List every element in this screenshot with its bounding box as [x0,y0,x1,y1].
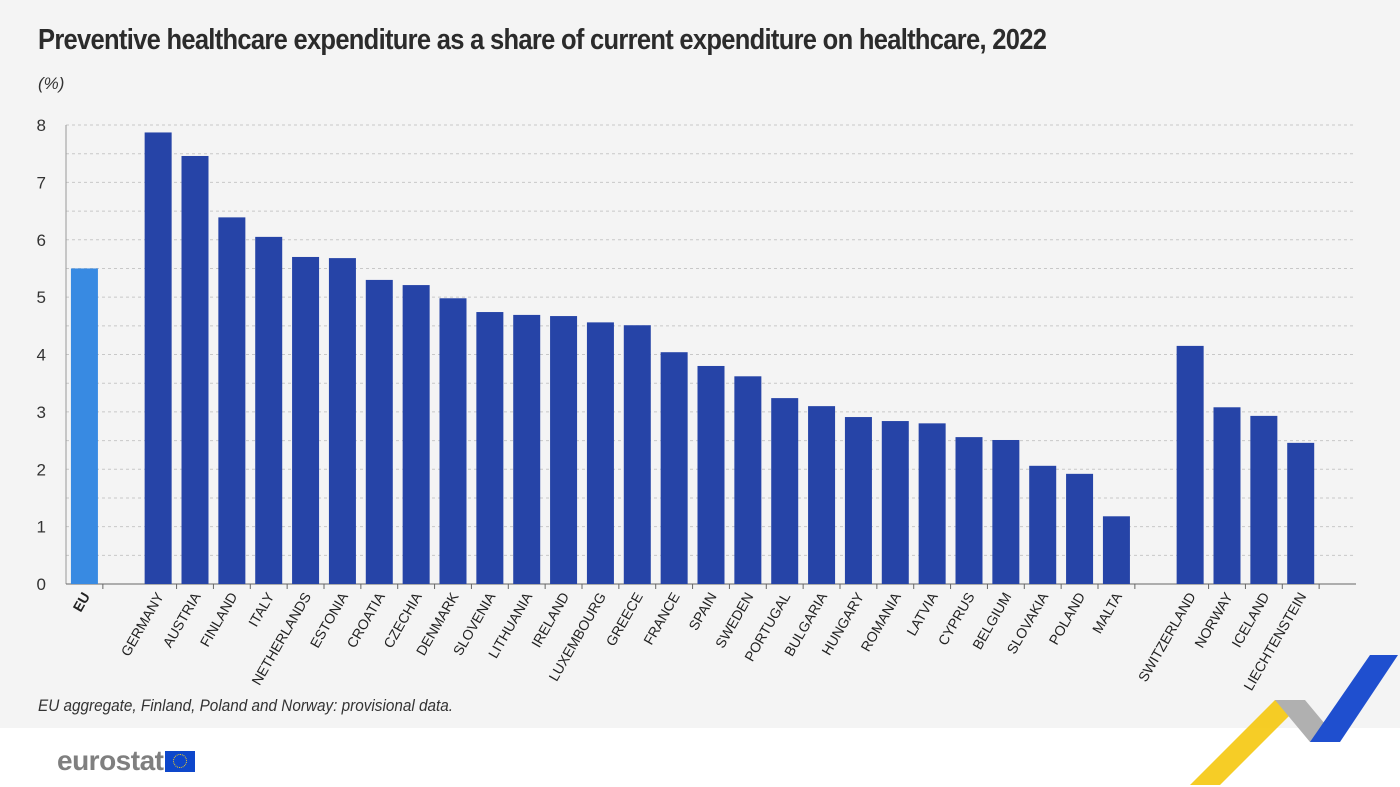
bar-slovenia [476,312,504,584]
bar-austria [181,155,209,585]
y-tick-label: 3 [37,403,46,422]
bar-hungary [844,417,872,584]
x-tick-label: FINLAND [197,590,241,650]
bar-iceland [1250,415,1278,584]
eurostat-logo: eurostat [57,745,196,777]
bar-lithuania [513,314,541,584]
bar-romania [881,421,909,584]
bar-italy [255,236,283,584]
bar-denmark [439,298,467,584]
x-tick-label: ITALY [245,589,278,629]
logo-text: eurostat [57,745,164,776]
x-tick-label: EU [69,590,93,615]
bar-norway [1213,407,1241,584]
bar-cyprus [955,437,983,584]
bar-luxembourg [586,322,614,584]
y-tick-label: 2 [37,460,46,479]
y-tick-label: 4 [37,346,46,365]
x-tick-label: POLAND [1046,590,1089,648]
unit-label: (%) [38,74,65,93]
bar-switzerland [1176,345,1204,584]
bar-portugal [771,398,799,584]
bar-malta [1102,516,1130,584]
bar-slovakia [1029,465,1057,584]
x-tick-label: SPAIN [685,590,719,633]
bar-netherlands [292,256,320,584]
eu-flag-icon [165,750,196,772]
bar-greece [623,325,651,584]
y-tick-label: 0 [37,575,46,594]
y-tick-label: 6 [37,231,46,250]
bar-germany [144,132,172,585]
bar-liechtenstein [1287,442,1315,584]
bar-belgium [992,439,1020,584]
bar-eu [70,268,98,584]
bar-sweden [734,376,762,584]
bar-latvia [918,423,946,584]
decorative-ribbon [1190,655,1398,785]
bar-finland [218,217,246,584]
bar-ireland [550,316,578,584]
footnote: EU aggregate, Finland, Poland and Norway… [38,696,454,715]
bar-bulgaria [808,406,836,584]
x-tick-label: LATVIA [903,589,941,638]
bar-estonia [328,258,356,584]
bar-croatia [365,279,393,584]
chart-title: Preventive healthcare expenditure as a s… [38,24,1047,56]
x-tick-label: MALTA [1089,589,1125,636]
y-tick-label: 7 [37,173,46,192]
bar-spain [697,365,725,584]
bar-czechia [402,285,430,584]
y-tick-label: 8 [37,116,46,135]
y-tick-label: 1 [37,518,46,537]
bar-france [660,352,688,584]
y-tick-label: 5 [37,288,46,307]
x-tick-label: FRANCE [640,590,683,648]
x-tick-label: GERMANY [117,589,167,659]
bar-poland [1066,473,1094,584]
